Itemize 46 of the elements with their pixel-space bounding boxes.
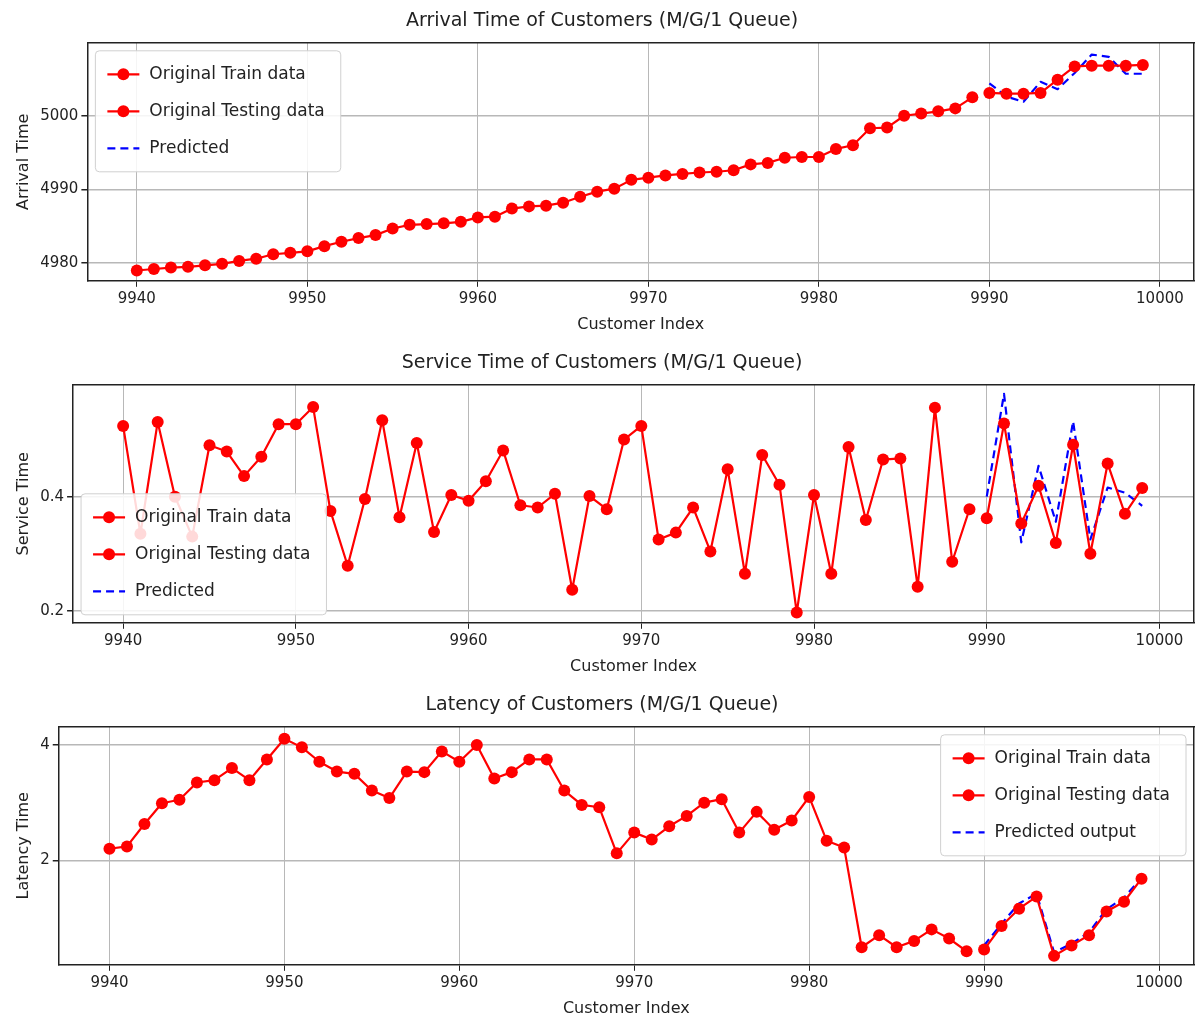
chart-title: Arrival Time of Customers (M/G/1 Queue) [405, 8, 799, 31]
legend-label: Original Train data [994, 746, 1152, 767]
x-tick-label: 10000 [1136, 288, 1184, 307]
x-axis-title: Customer Index [577, 313, 705, 333]
y-tick-label: 2 [40, 850, 50, 869]
legend-label: Original Train data [135, 505, 292, 526]
x-tick-label: 9940 [104, 630, 143, 649]
y-axis-title: Service Time [12, 452, 32, 556]
legend-label: Predicted output [994, 820, 1137, 841]
x-tick-label: 9970 [615, 972, 654, 991]
x-tick-label: 9960 [449, 630, 488, 649]
x-tick-label: 9980 [794, 630, 834, 649]
x-tick-label: 9960 [440, 972, 479, 991]
x-tick-label: 9950 [288, 288, 327, 307]
x-tick-label: 9980 [799, 288, 838, 307]
legend-label: Original Train data [149, 62, 306, 83]
x-tick-label: 10000 [1135, 630, 1184, 649]
x-tick-label: 9950 [276, 630, 315, 649]
x-tick-label: 9970 [629, 288, 668, 307]
y-tick-label: 4980 [40, 253, 79, 272]
y-axis-title: Latency Time [12, 792, 32, 900]
x-tick-label: 9990 [965, 972, 1004, 991]
legend-label: Predicted [149, 136, 230, 157]
x-tick-label: 9970 [622, 630, 661, 649]
x-tick-label: 9950 [265, 972, 304, 991]
y-tick-label: 0.2 [40, 600, 65, 619]
x-axis-title: Customer Index [570, 655, 697, 675]
legend-label: Original Testing data [135, 542, 311, 563]
x-tick-label: 9980 [790, 972, 829, 991]
legend-label: Original Testing data [149, 99, 325, 120]
chart-title: Latency of Customers (M/G/1 Queue) [425, 692, 779, 715]
y-tick-label: 5000 [40, 105, 79, 124]
x-tick-label: 9940 [117, 288, 156, 307]
chart-title: Service Time of Customers (M/G/1 Queue) [401, 350, 803, 373]
y-tick-label: 4990 [40, 179, 79, 198]
x-tick-label: 9940 [90, 972, 129, 991]
x-tick-label: 10000 [1135, 972, 1183, 991]
x-tick-label: 9990 [970, 288, 1009, 307]
legend-label: Predicted [135, 579, 215, 600]
legend-label: Original Testing data [994, 783, 1170, 804]
x-tick-label: 9990 [967, 630, 1006, 649]
y-tick-label: 0.4 [40, 486, 65, 505]
x-axis-title: Customer Index [562, 997, 690, 1017]
x-tick-label: 9960 [458, 288, 497, 307]
y-tick-label: 4 [40, 734, 50, 753]
y-axis-title: Arrival Time [12, 113, 32, 210]
